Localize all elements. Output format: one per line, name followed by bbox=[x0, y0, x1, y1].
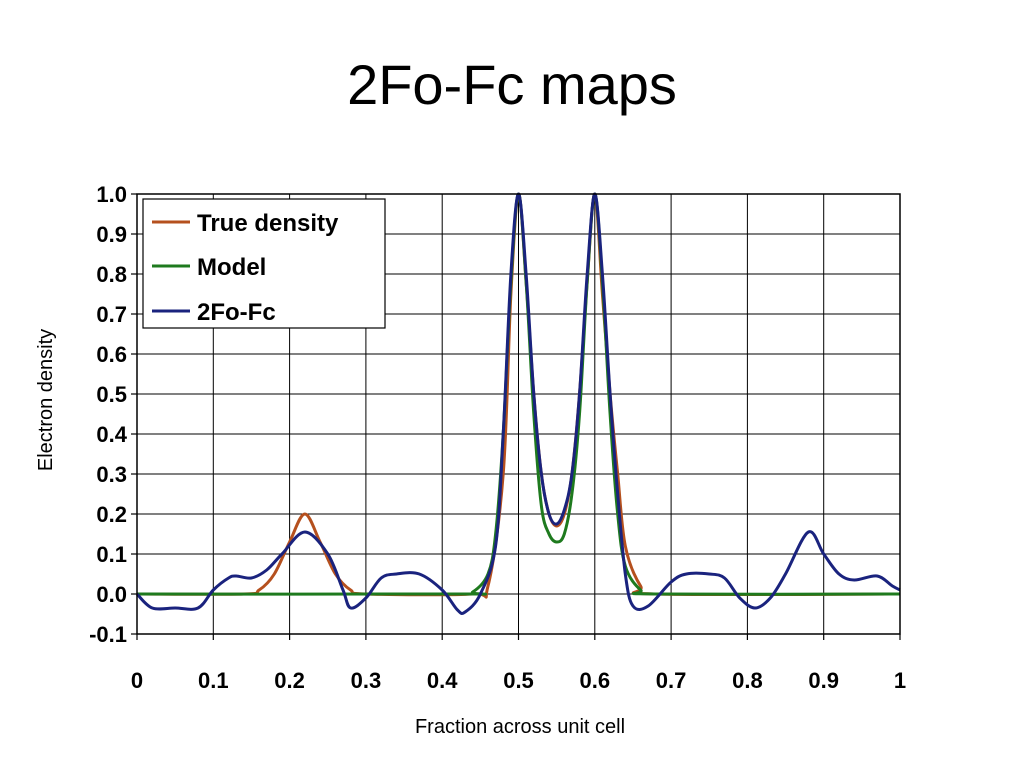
page-title: 2Fo-Fc maps bbox=[347, 53, 677, 116]
x-tick-label: 0.8 bbox=[732, 668, 763, 693]
y-tick-label: 0.3 bbox=[96, 462, 127, 487]
legend-label-2fo-fc: 2Fo-Fc bbox=[197, 299, 276, 326]
y-axis-label: Electron density bbox=[35, 329, 57, 471]
y-tick-label: 0.7 bbox=[96, 302, 127, 327]
y-tick-label: 0.4 bbox=[96, 422, 127, 447]
x-tick-label: 0.6 bbox=[580, 668, 611, 693]
x-axis-label: Fraction across unit cell bbox=[415, 716, 625, 738]
y-tick-label: -0.1 bbox=[89, 622, 127, 647]
series-line-2fo-fc bbox=[135, 192, 901, 616]
y-tick-label: 0.0 bbox=[96, 582, 127, 607]
y-tick-label: 0.8 bbox=[96, 262, 127, 287]
x-tick-label: 0.4 bbox=[427, 668, 458, 693]
y-tick-label: 0.1 bbox=[96, 542, 127, 567]
legend-label-model: Model bbox=[197, 254, 266, 281]
series-lines bbox=[135, 192, 901, 616]
x-tick-label: 0.5 bbox=[503, 668, 534, 693]
legend-label-true-density: True density bbox=[197, 210, 339, 237]
plot-border bbox=[136, 193, 901, 635]
x-tick-label: 0 bbox=[131, 668, 143, 693]
y-tick-label: 1.0 bbox=[96, 182, 127, 207]
x-tick-label: 0.9 bbox=[808, 668, 839, 693]
x-tick-label: 0.1 bbox=[198, 668, 229, 693]
x-tick-labels: 0 0.1 0.2 0.3 0.4 0.5 0.6 0.7 0.8 0.9 1 bbox=[131, 668, 906, 693]
y-tick-label: 0.5 bbox=[96, 382, 127, 407]
legend: True density Model 2Fo-Fc bbox=[142, 198, 386, 329]
y-tick-labels: -0.1 0.0 0.1 0.2 0.3 0.4 0.5 0.6 0.7 0.8 0.9 1.0 bbox=[89, 182, 128, 647]
y-tick-label: 0.2 bbox=[96, 502, 127, 527]
y-tick-label: 0.9 bbox=[96, 222, 127, 247]
y-tick-label: 0.6 bbox=[96, 342, 127, 367]
x-tick-label: 0.7 bbox=[656, 668, 687, 693]
x-tick-label: 0.2 bbox=[274, 668, 305, 693]
x-tick-label: 1 bbox=[894, 668, 906, 693]
x-tick-label: 0.3 bbox=[351, 668, 382, 693]
